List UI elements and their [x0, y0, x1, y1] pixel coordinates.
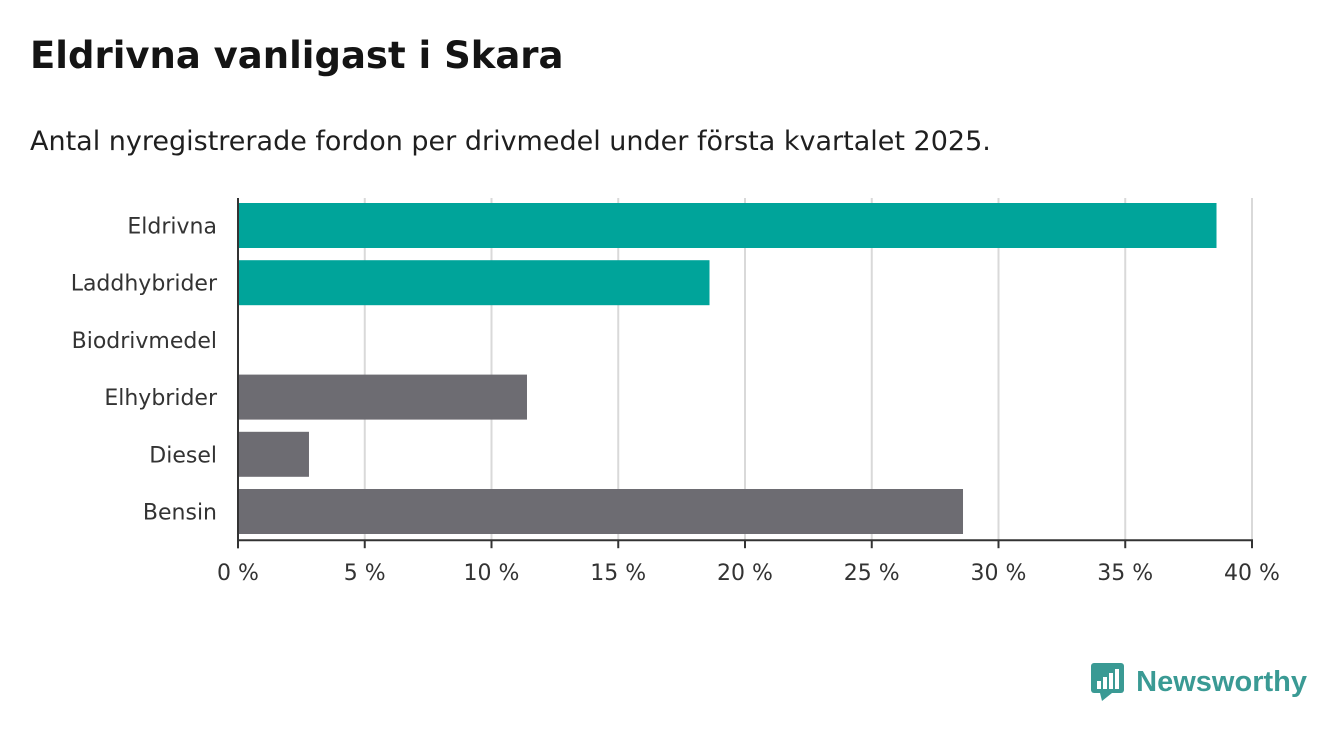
x-axis: 0 % 5 % 10 % 15 % 20 % 25 % 30 % 35 % 40 % [217, 198, 1280, 586]
category-label: Elhybrider [104, 386, 218, 411]
x-tick-label: 5 % [344, 561, 386, 586]
category-label: Biodrivmedel [72, 329, 217, 354]
chart-title: Eldrivna vanligast i Skara [30, 34, 564, 77]
x-tick-label: 20 % [717, 561, 773, 586]
x-tick-label: 40 % [1224, 561, 1280, 586]
category-labels: Eldrivna Laddhybrider Biodrivmedel Elhybrid… [71, 215, 218, 526]
x-tick-label: 0 % [217, 561, 259, 586]
x-tick-label: 25 % [844, 561, 900, 586]
category-label: Eldrivna [127, 215, 217, 240]
bar [238, 260, 710, 306]
category-label: Laddhybrider [71, 272, 218, 297]
x-tick-label: 35 % [1097, 561, 1153, 586]
bar [238, 203, 1217, 248]
x-tick-label: 10 % [464, 561, 520, 586]
x-tick-label: 15 % [590, 561, 646, 586]
category-label: Diesel [149, 443, 217, 468]
bar [238, 489, 964, 534]
category-label: Bensin [143, 501, 217, 526]
x-tick-label: 30 % [971, 561, 1027, 586]
chart-subtitle: Antal nyregistrerade fordon per drivmede… [30, 126, 991, 157]
brand-name: Newsworthy [1136, 665, 1307, 698]
bar [238, 431, 309, 477]
bars [238, 203, 1217, 534]
newsworthy-logo-icon [1091, 663, 1125, 701]
newsworthy-brand: Newsworthy [1090, 662, 1307, 702]
grid-lines [363, 198, 1253, 541]
bar [238, 374, 527, 420]
bar-chart: Eldrivna Laddhybrider Biodrivmedel Elhybrid… [71, 198, 1280, 586]
